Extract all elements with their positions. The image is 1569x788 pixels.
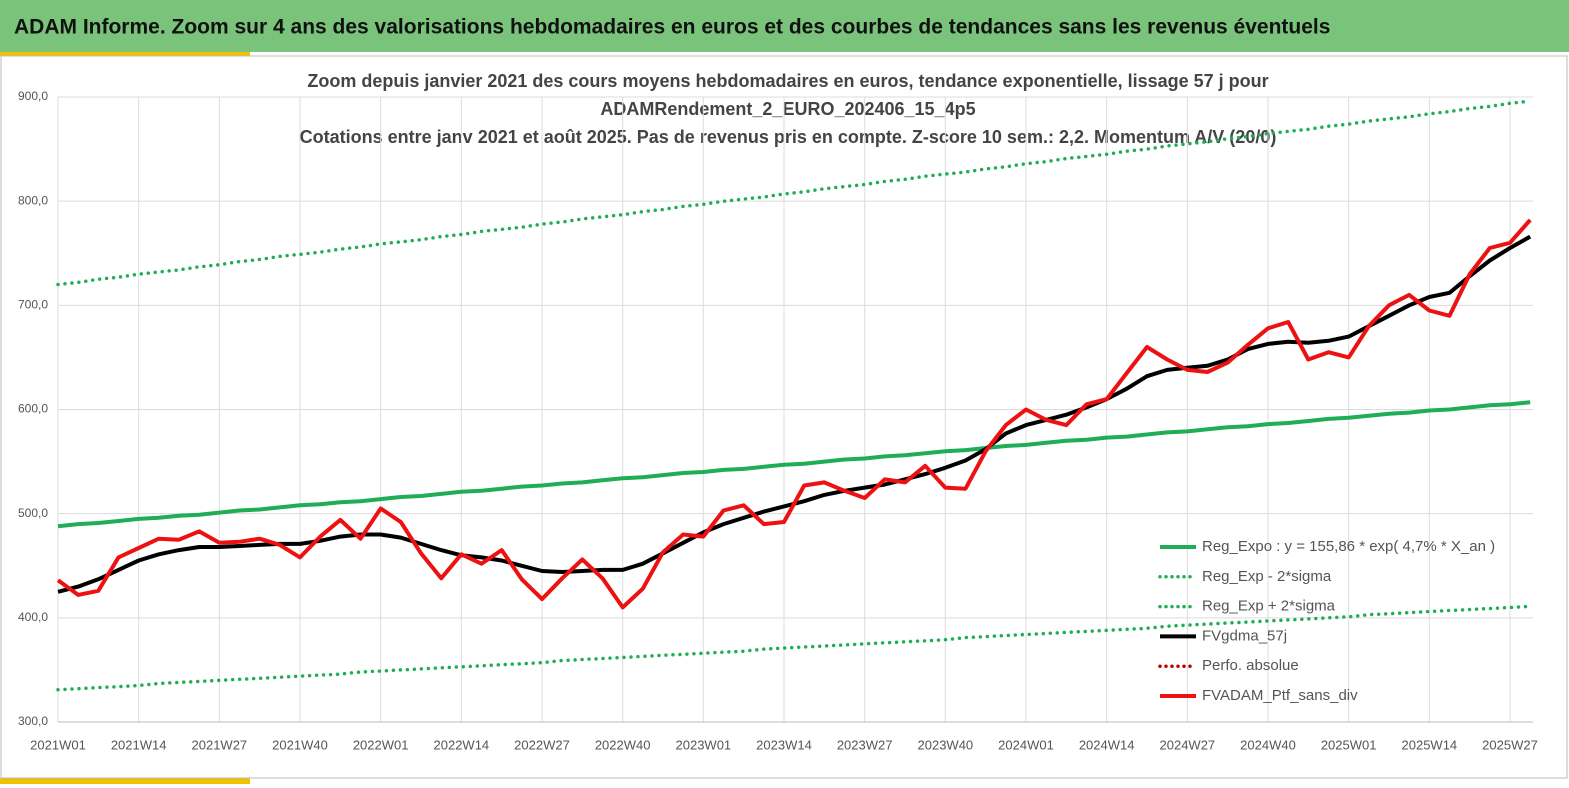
x-tick-label: 2021W27 (192, 737, 248, 752)
x-tick-label: 2021W40 (272, 737, 328, 752)
legend-label: Reg_Expo : y = 155,86 * exp( 4,7% * X_an… (1202, 538, 1495, 555)
x-tick-label: 2023W40 (918, 737, 974, 752)
x-tick-label: 2025W01 (1321, 737, 1377, 752)
x-tick-label: 2022W40 (595, 737, 651, 752)
x-tick-label: 2023W14 (756, 737, 812, 752)
y-tick-label: 800,0 (18, 193, 48, 207)
y-tick-label: 400,0 (18, 610, 48, 624)
y-tick-label: 900,0 (18, 89, 48, 103)
series-line (56, 99, 1532, 287)
chart-title: Cotations entre janv 2021 et août 2025. … (300, 127, 1277, 147)
x-tick-label: 2024W40 (1240, 737, 1296, 752)
legend-label: FVADAM_Ptf_sans_div (1202, 687, 1358, 704)
x-tick-label: 2024W14 (1079, 737, 1135, 752)
x-tick-label: 2021W14 (111, 737, 167, 752)
legend-label: Perfo. absolue (1202, 657, 1299, 674)
y-tick-label: 500,0 (18, 506, 48, 520)
series-line (57, 400, 1531, 529)
x-tick-label: 2022W01 (353, 737, 409, 752)
x-tick-label: 2025W27 (1482, 737, 1538, 752)
x-tick-label: 2024W27 (1160, 737, 1216, 752)
chart-title: Zoom depuis janvier 2021 des cours moyen… (307, 71, 1268, 91)
y-tick-label: 600,0 (18, 402, 48, 416)
chart-title: ADAMRendement_2_EURO_202406_15_4p5 (600, 99, 975, 119)
x-tick-label: 2024W01 (998, 737, 1054, 752)
legend-label: Reg_Exp - 2*sigma (1202, 568, 1332, 585)
y-tick-label: 300,0 (18, 714, 48, 728)
x-tick-label: 2023W01 (676, 737, 732, 752)
accent (0, 778, 250, 784)
legend-label: Reg_Exp + 2*sigma (1202, 598, 1336, 615)
accent (0, 52, 250, 56)
x-tick-label: 2023W27 (837, 737, 893, 752)
x-tick-label: 2022W14 (434, 737, 490, 752)
series-line (56, 604, 1532, 692)
series-line (56, 218, 1532, 610)
header-title: ADAM Informe. Zoom sur 4 ans des valoris… (14, 16, 1330, 39)
x-tick-label: 2022W27 (514, 737, 570, 752)
y-tick-label: 700,0 (18, 298, 48, 312)
x-tick-label: 2021W01 (30, 737, 86, 752)
x-tick-label: 2025W14 (1402, 737, 1458, 752)
legend-label: FVgdma_57j (1202, 627, 1287, 644)
header-band (0, 0, 1569, 52)
